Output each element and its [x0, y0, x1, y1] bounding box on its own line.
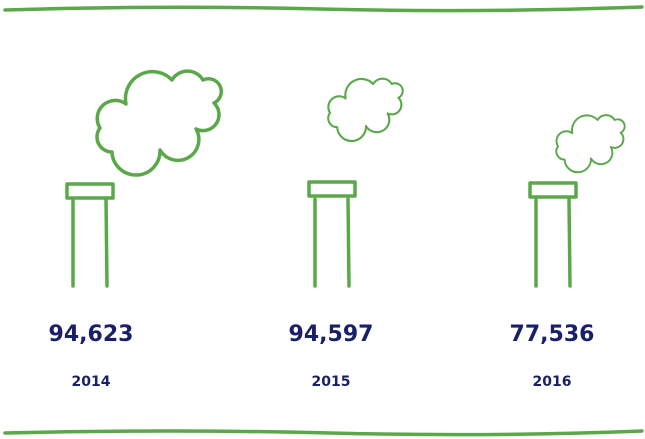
value: 94,623	[49, 322, 134, 347]
chimney-2015	[307, 77, 404, 288]
value: 77,536	[510, 322, 595, 347]
value: 94,597	[289, 322, 374, 347]
top-rule	[3, 5, 644, 13]
chimney-shaft	[534, 197, 572, 288]
chimney-2016	[528, 114, 626, 288]
year: 2016	[533, 374, 572, 390]
cloud	[95, 69, 223, 177]
chimney-cap	[528, 181, 578, 199]
chimney-cap	[307, 180, 357, 198]
cloud	[327, 77, 404, 143]
year: 2015	[312, 374, 351, 390]
chimney-2014	[65, 69, 223, 288]
chimney-cap	[65, 182, 115, 200]
chimney-shaft	[313, 197, 351, 288]
bottom-rule	[3, 429, 644, 437]
chimney-shaft	[71, 197, 109, 288]
year: 2014	[72, 374, 111, 390]
cloud	[555, 114, 626, 174]
